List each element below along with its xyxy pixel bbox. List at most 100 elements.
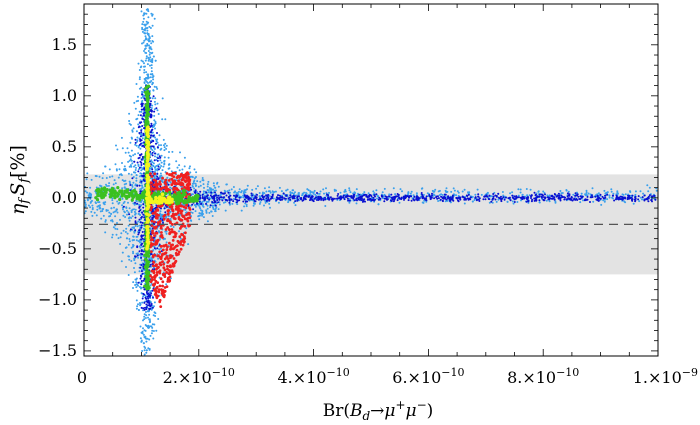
point-darkblue (467, 193, 470, 196)
point-darkblue (139, 135, 142, 138)
point-lightblue (148, 38, 150, 40)
point-darkblue (140, 131, 143, 134)
point-darkblue (142, 307, 145, 310)
point-lightblue (140, 110, 143, 113)
point-darkblue (281, 198, 283, 201)
point-darkblue (456, 197, 459, 200)
point-darkblue (140, 142, 142, 145)
point-darkblue (408, 195, 410, 198)
point-darkblue (417, 198, 420, 201)
point-lightblue (152, 337, 155, 340)
point-lightblue (140, 339, 143, 342)
point-darkblue (412, 198, 415, 201)
point-lightblue (128, 165, 131, 168)
point-lightblue (277, 201, 280, 204)
point-lightblue (84, 190, 87, 193)
point-lightblue (297, 193, 300, 196)
point-darkblue (140, 226, 143, 229)
point-lightblue (145, 57, 148, 60)
point-darkblue (150, 292, 153, 295)
point-green (146, 250, 150, 254)
point-darkblue (368, 198, 371, 201)
point-darkblue (631, 198, 634, 201)
point-darkblue (363, 198, 366, 201)
point-darkblue (560, 194, 563, 197)
point-lightblue (212, 191, 215, 194)
point-lightblue (95, 214, 98, 217)
point-red (170, 228, 174, 231)
point-darkblue (141, 155, 144, 158)
point-lightblue (130, 165, 133, 168)
point-lightblue (189, 219, 192, 222)
point-lightblue (98, 207, 101, 210)
point-darkblue (488, 198, 491, 201)
point-lightblue (206, 189, 209, 192)
point-lightblue (143, 62, 145, 65)
point-darkblue (289, 194, 292, 197)
point-lightblue (289, 191, 292, 194)
point-darkblue (139, 160, 142, 163)
point-darkblue (267, 193, 270, 196)
point-lightblue (258, 202, 261, 205)
point-red (160, 234, 164, 237)
point-darkblue (464, 198, 466, 201)
point-lightblue (104, 231, 107, 234)
point-red (171, 239, 175, 242)
point-lightblue (144, 324, 147, 326)
point-lightblue (585, 191, 588, 194)
point-lightblue (132, 245, 134, 248)
point-lightblue (141, 91, 144, 94)
point-darkblue (508, 196, 511, 199)
point-darkblue (134, 201, 136, 204)
point-darkblue (142, 213, 145, 216)
point-darkblue (459, 198, 462, 201)
point-red (151, 269, 155, 273)
point-lightblue (135, 235, 138, 238)
point-lightblue (258, 192, 261, 194)
point-lightblue (167, 167, 170, 170)
point-darkblue (287, 197, 290, 200)
point-lightblue (134, 169, 137, 171)
point-darkblue (650, 199, 653, 202)
point-lightblue (205, 209, 208, 212)
point-red (186, 219, 190, 223)
point-red (158, 298, 162, 302)
point-darkblue (566, 192, 569, 195)
point-lightblue (149, 284, 152, 287)
point-lightblue (140, 292, 143, 295)
point-darkblue (491, 198, 494, 201)
point-lightblue (144, 317, 147, 319)
point-darkblue (222, 196, 225, 199)
point-darkblue (160, 207, 162, 210)
point-darkblue (148, 302, 151, 305)
point-lightblue (102, 172, 105, 175)
point-lightblue (303, 191, 306, 194)
point-darkblue (383, 200, 386, 203)
point-lightblue (554, 200, 557, 203)
point-lightblue (169, 181, 172, 184)
point-lightblue (521, 193, 524, 196)
point-lightblue (145, 314, 148, 317)
point-lightblue (319, 190, 322, 193)
point-lightblue (136, 305, 139, 308)
point-darkblue (142, 118, 145, 121)
point-lightblue (136, 95, 139, 98)
point-lightblue (198, 218, 201, 221)
point-darkblue (242, 200, 245, 203)
point-green (176, 191, 180, 195)
point-red (162, 266, 166, 270)
point-red (177, 252, 180, 256)
point-darkblue (651, 195, 654, 198)
point-lightblue (118, 173, 121, 176)
point-darkblue (317, 197, 320, 200)
point-red (172, 263, 176, 266)
point-lightblue (116, 222, 118, 224)
point-lightblue (142, 342, 145, 345)
point-lightblue (423, 199, 426, 202)
point-red (164, 243, 168, 247)
point-darkblue (576, 193, 579, 196)
point-darkblue (544, 196, 546, 199)
point-red (187, 224, 191, 228)
point-lightblue (135, 144, 138, 147)
point-lightblue (146, 44, 149, 47)
